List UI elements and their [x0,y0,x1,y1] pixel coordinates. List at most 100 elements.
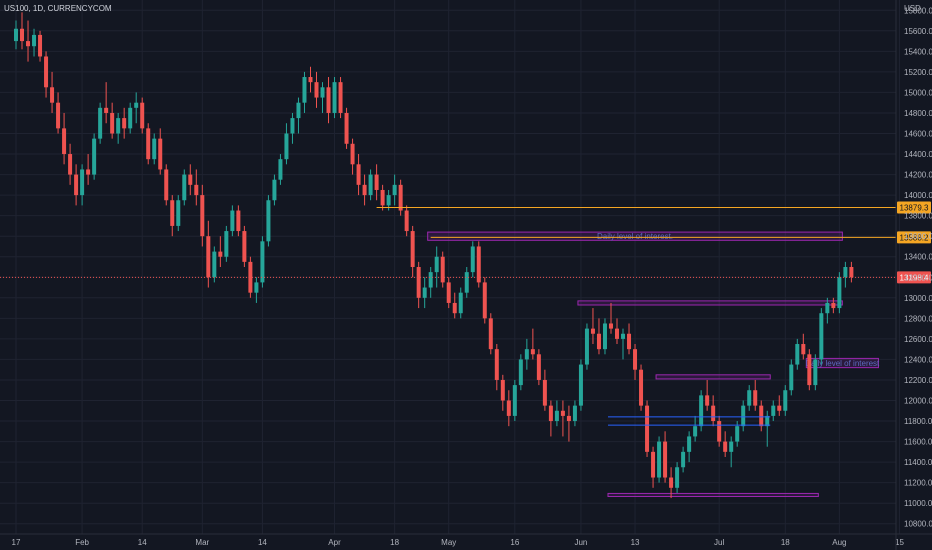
y-tick-label: 13600.0 [904,232,932,241]
candle [356,164,361,185]
candle [224,231,229,257]
candle [645,405,650,452]
y-tick-label: 15000.0 [904,88,932,97]
price-level-tag [897,201,931,214]
candle [98,107,103,139]
candle [254,282,259,293]
candle [729,441,734,452]
candle [116,118,121,134]
candle [765,415,770,427]
candle [771,405,776,416]
candle [134,102,139,108]
candle [26,41,31,47]
candle [392,184,397,196]
y-tick-label: 15800.0 [904,6,932,15]
candle [218,251,223,257]
candle [843,267,848,278]
candle [807,354,812,386]
x-tick-label: 16 [510,538,519,547]
x-tick-label: Jul [714,538,724,547]
x-tick-label: 13 [631,538,640,547]
currency-label: USD [904,4,921,13]
candle [530,349,535,355]
candle [350,143,355,165]
candle [404,210,409,232]
y-tick-label: 11600.0 [904,438,932,447]
candle [170,200,175,226]
y-tick-label: 11000.0 [904,499,932,508]
y-tick-label: 14600.0 [904,130,932,139]
candle [536,354,541,380]
candle [344,112,349,144]
candle [278,159,283,180]
candle [236,210,241,232]
candle [687,436,692,452]
y-tick-label: 13400.0 [904,253,932,262]
candle [548,405,553,422]
candle [434,256,439,273]
candle [182,174,187,201]
x-tick-label: 14 [258,538,267,547]
candle [759,405,764,427]
y-tick-label: 12800.0 [904,314,932,323]
candle [20,28,25,42]
candle [416,267,421,298]
x-tick-label: 18 [390,538,399,547]
candle [212,251,217,278]
candle [608,323,613,329]
candle [494,349,499,380]
candle [380,189,385,206]
candle [837,277,842,309]
candle [693,426,698,437]
y-tick-label: 10800.0 [904,520,932,529]
x-tick-label: Jun [574,538,587,547]
candle [50,87,55,103]
candle [741,405,746,427]
x-tick-label: Feb [75,538,89,547]
candle [146,128,151,160]
candle [140,102,145,129]
last-price-tag [897,271,931,284]
x-tick-label: Mar [195,538,209,547]
candle [338,82,343,113]
candle [92,138,97,175]
candle [488,318,493,350]
candle [590,328,595,334]
candle [164,169,169,201]
candle [308,77,313,83]
candle [428,272,433,288]
last-price-label: 13198.4 [900,273,929,282]
candle [651,451,656,478]
candle [675,467,680,488]
candle [272,179,277,201]
candle [753,390,758,406]
candle [104,107,109,113]
price-level-label: 13879.3 [900,204,929,213]
interest-zone [607,492,819,498]
y-tick-label: 15400.0 [904,47,932,56]
interest-zone [427,231,843,241]
candle [849,267,854,278]
candle [825,302,830,314]
x-tick-label: 17 [12,538,21,547]
candle [128,107,133,129]
candle [200,195,205,237]
candle [362,184,367,196]
candle [669,477,674,488]
candle [735,426,740,442]
candle [789,364,794,391]
candle [86,169,91,175]
candle [386,195,391,206]
candle [194,184,199,196]
candle [422,287,427,298]
y-tick-label: 12000.0 [904,397,932,406]
candle [152,138,157,160]
candle [633,349,638,370]
price-level-label: 13588.2 [900,233,929,242]
candle [639,369,644,406]
y-tick-label: 14800.0 [904,109,932,118]
x-tick-label: Aug [832,538,846,547]
candle [410,231,415,267]
